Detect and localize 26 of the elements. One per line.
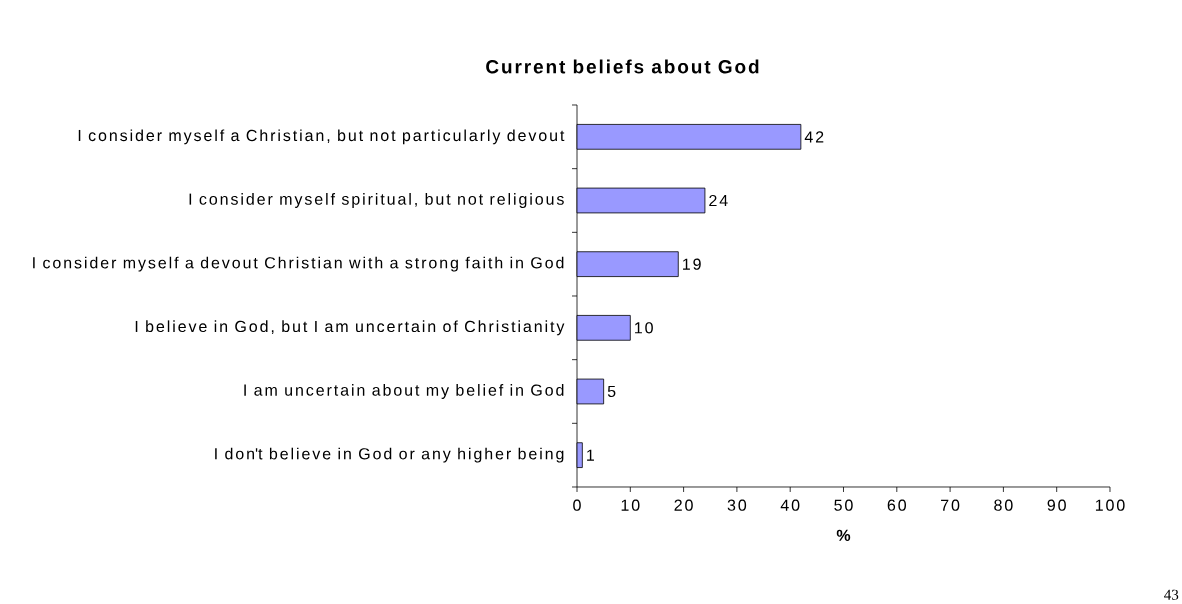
x-tick-label: 70 [941,499,960,511]
data-label: 24 [709,194,728,207]
x-tick-label: 0 [573,499,581,511]
y-tick-label: I consider myself a Christian, but not particularly devout [78,129,565,145]
y-tick-label: I am uncertain about my belief in God [244,384,564,399]
data-label: 19 [683,258,701,270]
data-label: 1 [587,449,594,461]
chart-title: Current beliefs about God [486,59,759,74]
x-tick-label: 60 [887,499,907,511]
x-tick-label: 50 [834,499,853,511]
y-tick-label: I consider myself spiritual, but not religious [189,193,564,208]
y-tick-label: I believe in God, but I am uncertain of Christianity [135,320,565,336]
x-tick-label: 100 [1095,499,1125,511]
x-tick-label: 40 [780,499,800,511]
x-tick-label: 80 [994,499,1013,511]
x-tick-label: 90 [1047,499,1066,511]
data-label: 5 [607,385,616,398]
x-tick-label: 20 [674,499,693,511]
y-tick-label: I don't believe in God or any higher being [215,447,564,463]
x-tick-label: 30 [727,499,747,511]
y-tick-label: I consider myself a devout Christian with a strong faith in God [33,256,564,272]
data-label: 10 [635,322,653,334]
x-tick-label: 10 [621,499,640,511]
data-label: 42 [804,131,824,143]
x-axis-title: % [836,529,851,541]
text: 43 [1164,589,1179,600]
